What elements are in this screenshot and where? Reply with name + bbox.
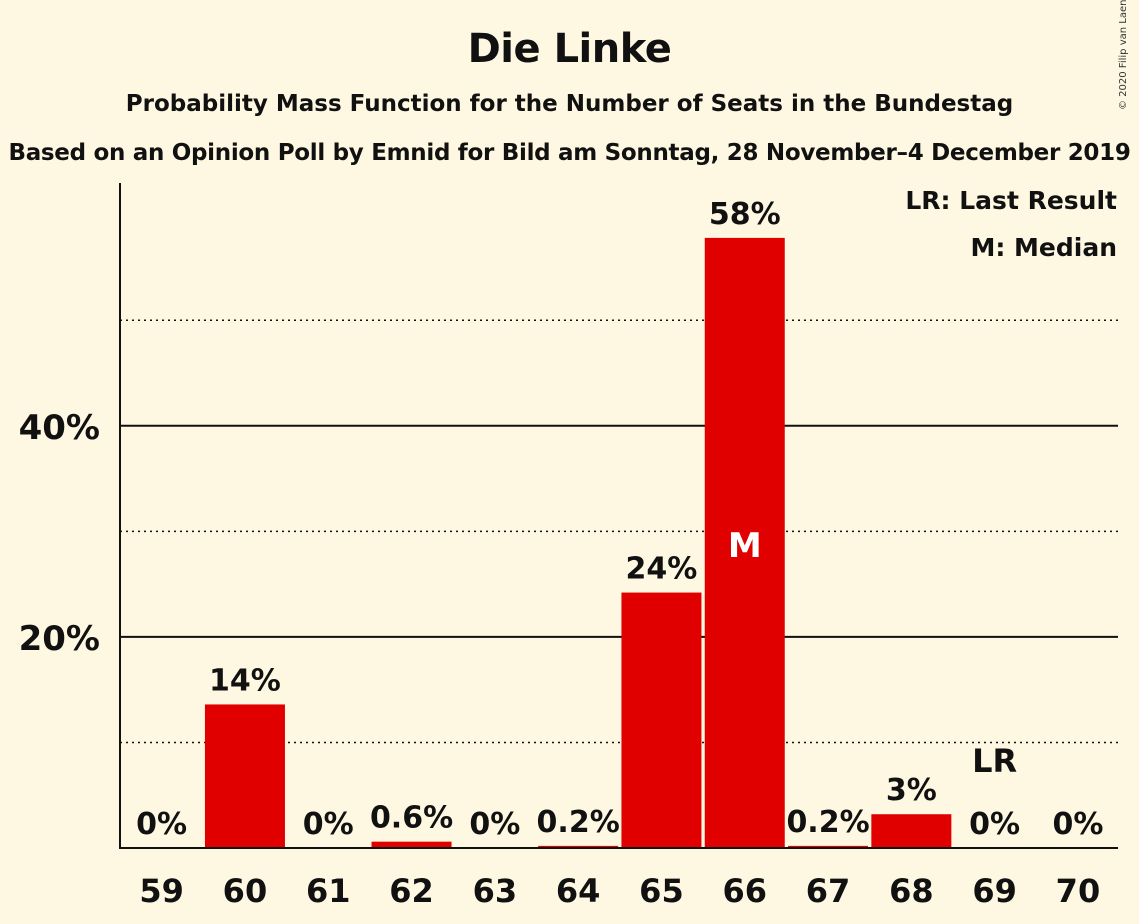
median-marker: M (728, 526, 762, 566)
value-label: 0.2% (786, 805, 869, 840)
value-label: 0.2% (537, 805, 620, 840)
chart-title: Die Linke (467, 26, 672, 72)
x-tick-label: 64 (556, 872, 601, 910)
legend-entry: M: Median (970, 233, 1117, 262)
x-tick-label: 65 (639, 872, 684, 910)
value-label: 0% (469, 807, 520, 842)
value-label: 58% (709, 197, 781, 232)
value-label: 0% (136, 807, 187, 842)
chart-source: Based on an Opinion Poll by Emnid for Bi… (8, 140, 1131, 166)
bar-62 (371, 841, 452, 848)
x-tick-label: 63 (473, 872, 518, 910)
x-tick-label: 60 (223, 872, 268, 910)
x-tick-label: 69 (972, 872, 1017, 910)
value-label: 14% (209, 663, 281, 698)
last-result-marker: LR (972, 742, 1017, 780)
value-label: 0% (969, 807, 1020, 842)
bar-68 (871, 814, 952, 848)
axes: 20% 40% 59 60 61 62 63 64 65 66 67 68 69 70 (19, 183, 1118, 910)
x-tick-label: 70 (1056, 872, 1101, 910)
value-label: 0% (1052, 807, 1103, 842)
value-labels: 0% 14% 0% 0.6% 0% 0.2% 24% 58% M 0.2% 3% 0% LR 0% (136, 197, 1103, 842)
bars (204, 237, 952, 848)
value-label: 0.6% (370, 801, 453, 836)
x-tick-label: 61 (306, 872, 351, 910)
x-tick-label: 62 (389, 872, 434, 910)
x-tick-label: 59 (139, 872, 184, 910)
bar-65 (621, 592, 702, 848)
bar-66 (704, 237, 785, 848)
legend-entry: LR: Last Result (905, 186, 1117, 215)
bar-64 (538, 845, 619, 848)
x-tick-label: 68 (889, 872, 934, 910)
x-tick-label: 66 (722, 872, 767, 910)
chart-subtitle: Probability Mass Function for the Number… (125, 91, 1014, 117)
x-tick-label: 67 (806, 872, 851, 910)
bar-60 (204, 704, 285, 848)
bar-67 (788, 845, 869, 848)
value-label: 3% (886, 773, 937, 808)
gridlines (120, 319, 1118, 744)
y-tick-label: 40% (19, 408, 100, 448)
value-label: 0% (303, 807, 354, 842)
legend: LR: Last Result M: Median (905, 186, 1117, 262)
value-label: 24% (626, 552, 698, 587)
y-tick-label: 20% (19, 619, 100, 659)
